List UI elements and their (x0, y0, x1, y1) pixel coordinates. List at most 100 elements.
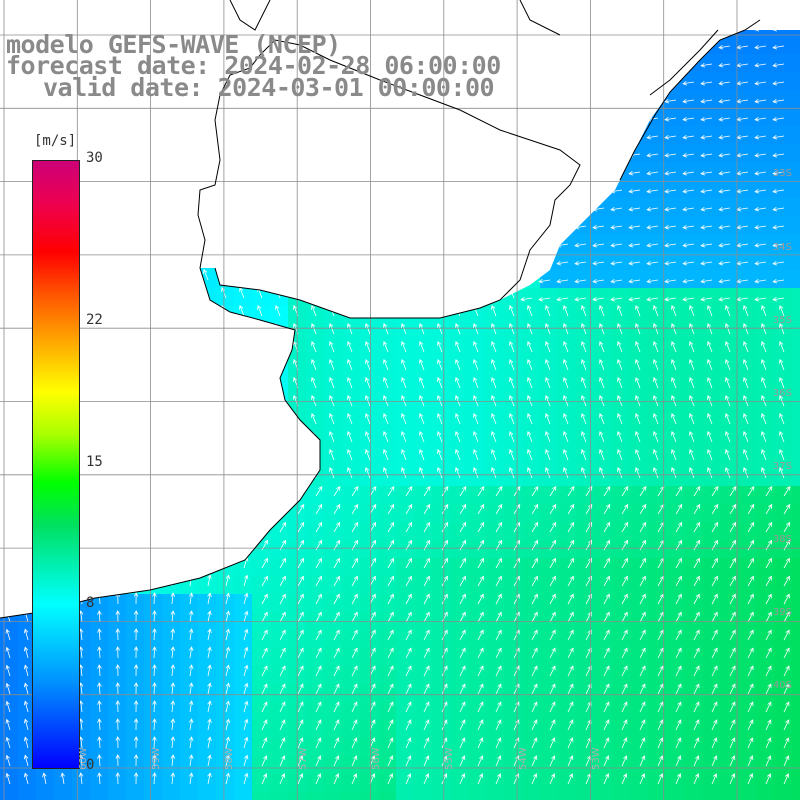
field-cell (360, 198, 378, 216)
wind-arrow (729, 701, 736, 713)
field-cell (234, 360, 252, 378)
field-cell (468, 30, 486, 36)
wind-arrow (545, 394, 551, 407)
wind-arrow (747, 593, 754, 605)
field-cell (648, 792, 666, 800)
wind-arrow (556, 116, 569, 122)
field-cell (630, 720, 648, 738)
wind-arrow (9, 521, 17, 533)
field-cell (486, 738, 504, 756)
wind-arrow (419, 466, 425, 479)
field-cell (378, 684, 396, 702)
wind-arrow (113, 268, 119, 281)
field-cell (108, 360, 126, 378)
wind-arrow (772, 188, 785, 194)
wind-arrow (315, 611, 322, 623)
wind-arrow (581, 358, 587, 371)
field-cell (738, 90, 756, 108)
wind-arrow (783, 665, 790, 677)
field-cell (270, 792, 288, 800)
wind-arrow (477, 557, 484, 569)
wind-arrow (599, 358, 605, 371)
field-cell (540, 30, 558, 36)
field-cell (414, 666, 432, 684)
wind-arrow (95, 286, 101, 299)
field-cell (666, 684, 684, 702)
wind-arrow (520, 62, 533, 68)
field-cell (558, 54, 576, 72)
wind-arrow (639, 701, 646, 713)
field-cell (324, 594, 342, 612)
wind-arrow (545, 430, 551, 443)
field-cell (756, 630, 774, 648)
field-cell (720, 30, 738, 36)
wind-arrow (707, 340, 713, 353)
field-cell (90, 360, 108, 378)
wind-arrow (95, 0, 100, 10)
wind-arrow (329, 106, 335, 119)
wind-arrow (311, 322, 317, 335)
wind-arrow (567, 755, 574, 767)
field-cell (450, 126, 468, 144)
wind-arrow (203, 448, 209, 461)
wind-arrow (689, 394, 695, 407)
wind-arrow (5, 664, 11, 677)
wind-arrow (149, 250, 155, 263)
wind-arrow (243, 754, 249, 767)
wind-arrow (297, 647, 304, 659)
wind-arrow (5, 304, 11, 317)
wind-arrow (275, 412, 281, 425)
legend-tick-label: 8 (86, 595, 95, 612)
field-cell (432, 702, 450, 720)
wind-arrow (351, 665, 358, 677)
wind-arrow (279, 557, 286, 569)
wind-arrow (315, 593, 322, 605)
field-cell (108, 198, 126, 216)
field-cell (234, 342, 252, 360)
wind-arrow (329, 232, 335, 245)
field-cell (576, 144, 594, 162)
field-cell (684, 270, 702, 288)
wind-arrow (617, 466, 623, 479)
wind-arrow (315, 665, 322, 677)
field-cell (36, 774, 54, 792)
wind-arrow (131, 250, 137, 263)
wind-arrow (329, 322, 335, 335)
wind-arrow (509, 322, 515, 335)
wind-arrow (664, 170, 677, 176)
field-cell (504, 234, 522, 252)
wind-arrow (513, 737, 520, 749)
wind-arrow (315, 557, 322, 569)
field-cell (72, 108, 90, 126)
wind-arrow (131, 412, 137, 425)
field-cell (594, 432, 612, 450)
field-cell (216, 288, 234, 306)
field-cell (540, 108, 558, 126)
wind-arrow (592, 170, 605, 176)
wind-arrow (185, 448, 191, 461)
wind-arrow (131, 18, 136, 28)
wind-arrow (509, 304, 515, 317)
wind-arrow (347, 196, 353, 209)
wind-arrow (149, 268, 155, 281)
wind-arrow (5, 772, 11, 785)
field-cell (126, 414, 144, 432)
field-cell (720, 468, 738, 486)
wind-arrow (610, 44, 623, 50)
wind-arrow (567, 773, 574, 785)
wind-arrow (520, 224, 533, 230)
field-cell (684, 144, 702, 162)
field-cell (612, 198, 630, 216)
field-cell (90, 792, 108, 800)
field-cell (666, 216, 684, 234)
field-cell (522, 306, 540, 324)
wind-arrow (279, 647, 286, 659)
wind-arrow (405, 665, 412, 677)
field-cell (630, 378, 648, 396)
wind-arrow (387, 647, 394, 659)
field-cell (504, 198, 522, 216)
field-cell (540, 414, 558, 432)
field-cell (126, 162, 144, 180)
field-cell (468, 180, 486, 198)
wind-arrow (743, 430, 749, 443)
